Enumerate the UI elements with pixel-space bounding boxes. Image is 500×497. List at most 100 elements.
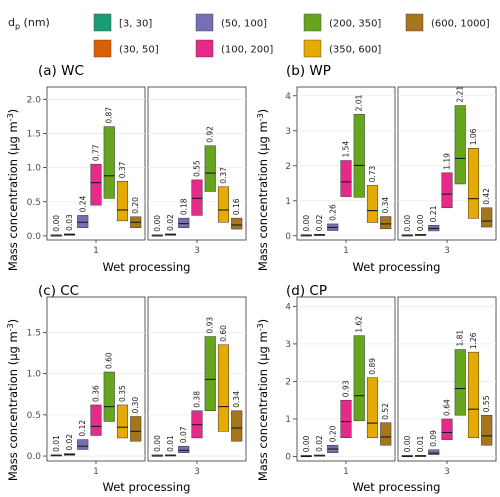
x-axis-title: Wet processing xyxy=(103,260,191,274)
x-tick-label: 1 xyxy=(343,246,349,256)
box xyxy=(454,349,466,416)
legend-label: (30, 50] xyxy=(119,45,159,56)
legend-swatch xyxy=(195,39,214,58)
y-tick-label: 4 xyxy=(285,92,291,102)
data-label: 1.19 xyxy=(443,153,452,170)
y-tick-label: 0 xyxy=(285,452,291,462)
y-tick-label: 0.0 xyxy=(27,232,42,242)
data-label: 0.60 xyxy=(219,325,228,342)
facet: 0.00 0.00 0.21 1.19 2.21 1.06 0.42 3 xyxy=(397,86,497,256)
legend-label: [3, 30] xyxy=(119,19,152,30)
y-title-sup: -3 xyxy=(6,113,15,121)
y-tick-label: 0 xyxy=(285,232,291,242)
data-label: 0.38 xyxy=(193,391,202,408)
data-label: 0.37 xyxy=(219,167,228,184)
box xyxy=(217,344,230,432)
data-label: 0.20 xyxy=(131,197,140,214)
data-label: 0.00 xyxy=(52,215,61,232)
box xyxy=(231,410,243,442)
panel: (b) WP 0 1 2 3 4 0.00 0.02 0.26 1.54 2.01 0.73 0.34 1… xyxy=(285,63,497,274)
facet: 0.01 0.02 0.12 0.36 0.60 0.35 0.30 1 xyxy=(46,296,146,477)
y-tick-label: 4 xyxy=(285,302,291,312)
y-title-close: ) xyxy=(6,109,20,114)
x-axis-title: Wet processing xyxy=(353,480,441,494)
x-tick-label: 1 xyxy=(93,467,99,477)
data-label: 0.89 xyxy=(368,358,377,375)
facet: 0.00 0.01 0.07 0.38 0.93 0.60 0.34 3 xyxy=(147,296,247,477)
legend-swatch xyxy=(93,13,112,32)
data-label: 0.60 xyxy=(105,352,114,369)
box xyxy=(116,404,129,439)
facet: 0.00 0.02 0.20 0.93 1.62 0.89 0.52 1 xyxy=(296,296,396,477)
box xyxy=(103,126,115,199)
panel-title: (d) CP xyxy=(286,283,327,299)
legend-title-main: d xyxy=(8,16,15,29)
data-label: 0.30 xyxy=(131,397,140,414)
y-tick-label: 1.0 xyxy=(27,164,42,174)
panel: (a) WC 0.0 0.5 1.0 1.5 2.0 0.00 0.03 0.24 0.77 0.8… xyxy=(27,63,247,274)
y-tick-label: 1.0 xyxy=(27,370,42,380)
y-tick-label: 1.5 xyxy=(27,328,41,338)
data-label: 0.93 xyxy=(206,317,215,334)
facet: 0.00 0.02 0.18 0.55 0.92 0.37 0.16 3 xyxy=(147,86,247,256)
data-label: 0.55 xyxy=(482,395,491,412)
y-tick-label: 0.5 xyxy=(27,198,41,208)
data-label: 0.00 xyxy=(153,435,162,452)
box xyxy=(116,181,129,222)
data-label: 0.35 xyxy=(118,385,127,402)
box xyxy=(380,422,392,446)
facet-frame xyxy=(397,86,497,241)
data-label: 0.52 xyxy=(381,403,390,420)
data-label: 0.34 xyxy=(381,197,390,214)
y-title-close: ) xyxy=(6,319,20,324)
facet: 0.00 0.01 0.09 0.64 1.81 1.26 0.55 3 xyxy=(397,296,497,477)
box xyxy=(231,217,243,230)
legend-label: (100, 200] xyxy=(221,45,273,56)
y-tick-label: 0.0 xyxy=(27,452,42,462)
legend-label: (600, 1000] xyxy=(431,19,490,30)
data-label: 0.24 xyxy=(78,195,87,212)
panel: (c) CC0.00.51.01.50.01 0.020.120.360.600.… xyxy=(27,283,247,494)
box xyxy=(380,216,392,230)
x-tick-label: 1 xyxy=(343,467,349,477)
box xyxy=(441,418,453,440)
data-label: 1.06 xyxy=(469,128,478,145)
legend-title-unit: (nm) xyxy=(20,16,50,29)
data-label: 0.02 xyxy=(65,434,74,451)
y-title-main: Mass concentration (μg m xyxy=(256,331,270,481)
data-label: 0.20 xyxy=(328,425,337,442)
box xyxy=(481,207,493,228)
y-title-sup: -3 xyxy=(6,323,15,331)
data-label: 0.01 xyxy=(166,435,175,452)
legend-swatch xyxy=(303,39,322,58)
data-label: 0.73 xyxy=(368,165,377,182)
data-label: 0.00 xyxy=(153,215,162,232)
data-label: 1.62 xyxy=(355,316,364,333)
data-label: 0.93 xyxy=(342,380,351,397)
data-label: 0.00 xyxy=(403,215,412,232)
box xyxy=(428,449,440,455)
box xyxy=(353,335,365,422)
x-tick-label: 3 xyxy=(194,246,200,256)
box xyxy=(467,351,480,438)
panel-title: (c) CC xyxy=(38,283,79,299)
y-title-main: Mass concentration (μg m xyxy=(256,121,270,271)
y-tick-label: 2 xyxy=(285,377,291,387)
y-tick-label: 1 xyxy=(285,415,291,425)
data-label: 0.34 xyxy=(232,391,241,408)
box xyxy=(217,186,230,223)
box xyxy=(90,404,102,436)
box xyxy=(366,185,379,223)
data-label: 0.77 xyxy=(92,144,101,161)
data-label: 2.21 xyxy=(456,86,465,103)
y-title-main: Mass concentration (μg m xyxy=(6,121,20,271)
box xyxy=(204,336,216,411)
data-label: 1.81 xyxy=(456,330,465,347)
data-label: 0.02 xyxy=(315,435,324,452)
box xyxy=(353,114,365,198)
y-tick-label: 2 xyxy=(285,162,291,172)
data-label: 0.02 xyxy=(166,214,175,231)
y-title-close: ) xyxy=(256,109,270,114)
data-label: 0.02 xyxy=(315,214,324,231)
